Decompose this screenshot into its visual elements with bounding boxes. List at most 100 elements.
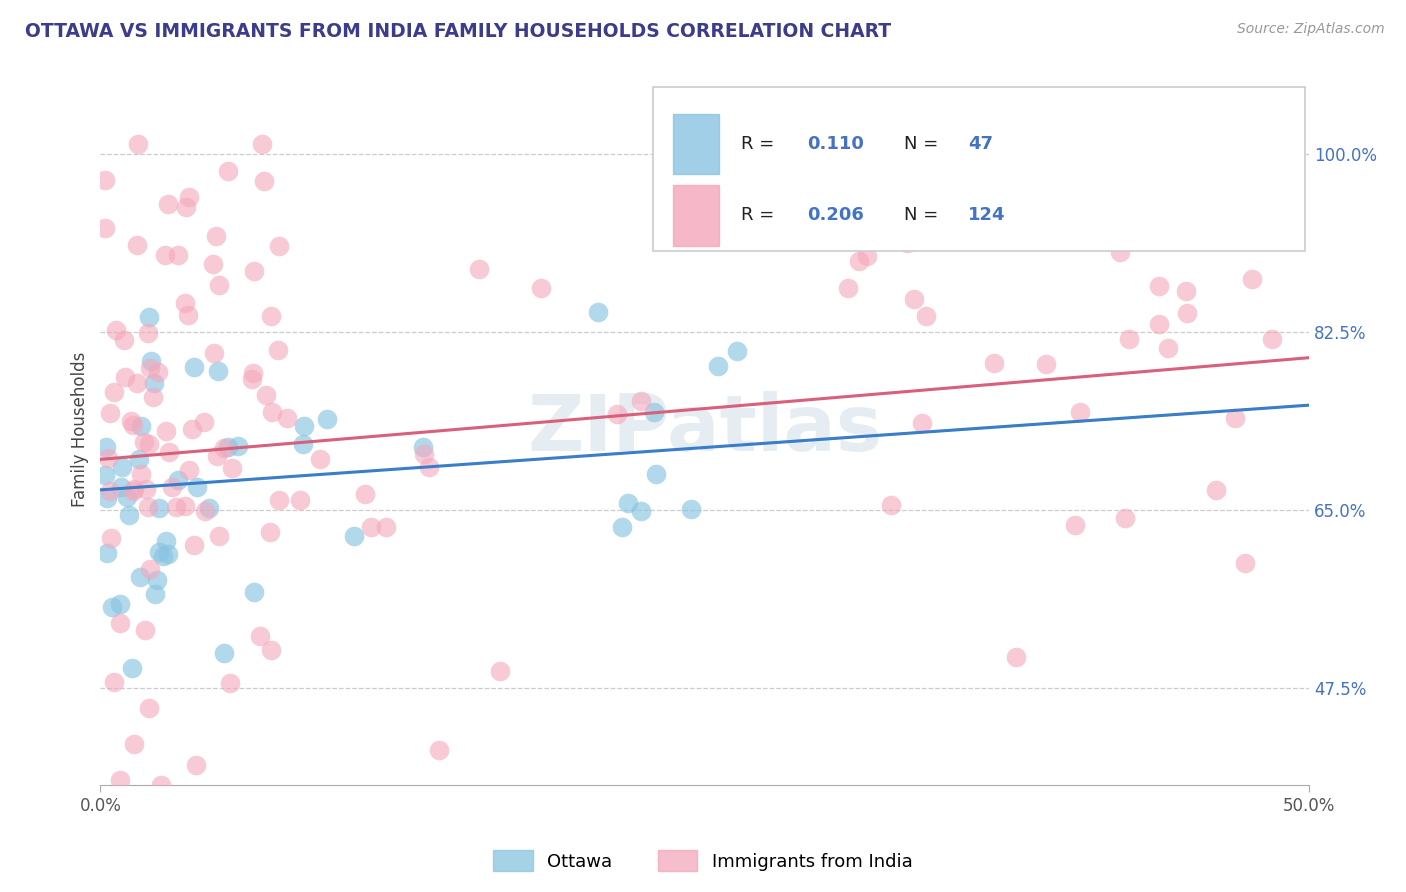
Bar: [673, 185, 720, 245]
Point: [173, 296, 195, 310]
Point: [903, 292, 925, 306]
Point: [1035, 234, 1057, 248]
Point: [468, 262, 491, 277]
Point: [96, 546, 118, 560]
Point: [1108, 245, 1130, 260]
Point: [1105, 174, 1128, 188]
Point: [139, 561, 162, 575]
Point: [267, 239, 290, 253]
Point: [139, 360, 162, 375]
Point: [165, 500, 187, 515]
Point: [606, 407, 628, 421]
Point: [1261, 332, 1284, 346]
Point: [243, 264, 266, 278]
Point: [427, 743, 450, 757]
Point: [217, 164, 239, 178]
Point: [1035, 357, 1057, 371]
Point: [630, 503, 652, 517]
Point: [94, 173, 117, 187]
Point: [1024, 207, 1046, 221]
Point: [155, 533, 177, 548]
Point: [129, 467, 152, 481]
Point: [156, 547, 179, 561]
Point: [644, 467, 666, 481]
Point: [1114, 511, 1136, 525]
Point: [643, 405, 665, 419]
Point: [243, 584, 266, 599]
Point: [253, 174, 276, 188]
Point: [167, 247, 190, 261]
Point: [837, 281, 859, 295]
Point: [309, 451, 332, 466]
Point: [108, 597, 131, 611]
Point: [914, 310, 936, 324]
Point: [904, 198, 927, 212]
Point: [212, 442, 235, 456]
Point: [207, 449, 229, 463]
Point: [104, 323, 127, 337]
Point: [198, 500, 221, 515]
Point: [489, 664, 512, 678]
FancyBboxPatch shape: [652, 87, 1305, 251]
Text: R =: R =: [741, 136, 780, 153]
Point: [157, 445, 180, 459]
Point: [138, 437, 160, 451]
Point: [177, 308, 200, 322]
Point: [157, 197, 180, 211]
Point: [160, 480, 183, 494]
Point: [177, 189, 200, 203]
Text: 0.110: 0.110: [807, 136, 865, 153]
Point: [152, 549, 174, 564]
Point: [1069, 404, 1091, 418]
Point: [136, 326, 159, 340]
Point: [207, 364, 229, 378]
Point: [586, 305, 609, 319]
Point: [1118, 332, 1140, 346]
Point: [1004, 649, 1026, 664]
Point: [681, 502, 703, 516]
Point: [134, 623, 156, 637]
Point: [254, 388, 277, 402]
Point: [143, 587, 166, 601]
Point: [121, 661, 143, 675]
Point: [276, 410, 298, 425]
Point: [103, 675, 125, 690]
Point: [114, 369, 136, 384]
Point: [155, 247, 177, 261]
Point: [707, 359, 730, 374]
Point: [138, 310, 160, 324]
Point: [94, 440, 117, 454]
Text: R =: R =: [741, 206, 780, 224]
Point: [155, 424, 177, 438]
Point: [115, 490, 138, 504]
Point: [138, 701, 160, 715]
Point: [1147, 317, 1170, 331]
Point: [205, 228, 228, 243]
Point: [1038, 230, 1060, 244]
Point: [288, 492, 311, 507]
Point: [94, 468, 117, 483]
Point: [260, 643, 283, 657]
Text: N =: N =: [904, 206, 945, 224]
Point: [880, 498, 903, 512]
Point: [856, 249, 879, 263]
Point: [122, 483, 145, 498]
Point: [100, 406, 122, 420]
Point: [129, 419, 152, 434]
Point: [616, 496, 638, 510]
Point: [128, 570, 150, 584]
Point: [142, 376, 165, 390]
Point: [193, 415, 215, 429]
Point: [260, 310, 283, 324]
Point: [194, 504, 217, 518]
Point: [1175, 284, 1198, 298]
Point: [413, 447, 436, 461]
Point: [112, 333, 135, 347]
Text: Source: ZipAtlas.com: Source: ZipAtlas.com: [1237, 22, 1385, 37]
Point: [141, 354, 163, 368]
Point: [101, 600, 124, 615]
Y-axis label: Family Households: Family Households: [72, 351, 89, 507]
Point: [315, 412, 337, 426]
Point: [122, 482, 145, 496]
Point: [146, 573, 169, 587]
